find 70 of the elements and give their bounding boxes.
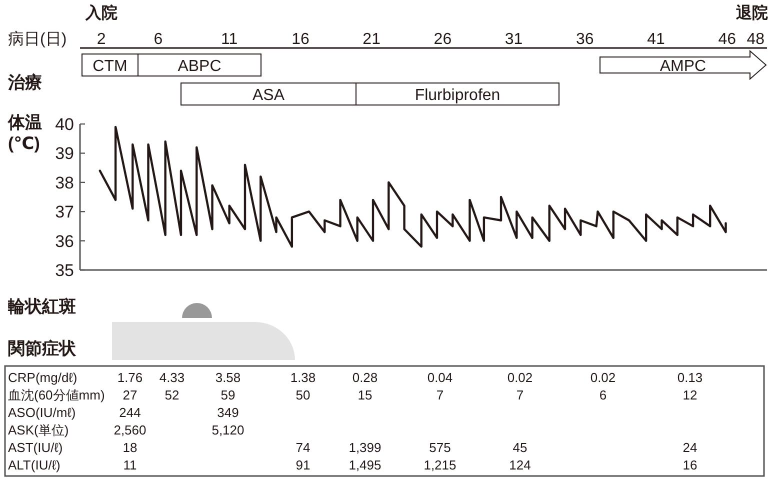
text: 24 [682, 440, 698, 455]
text: 7 [516, 388, 524, 402]
text: 12 [682, 388, 698, 402]
text: CTM [92, 58, 128, 75]
text: 50 [296, 388, 310, 402]
text: 0.02 [507, 370, 533, 385]
text: 1,215 [424, 458, 456, 472]
text: 18 [122, 440, 138, 455]
text: 91 [296, 458, 310, 472]
text: 74 [296, 440, 310, 455]
x-tick-label: 48 [746, 31, 765, 48]
text: 0.02 [590, 370, 616, 385]
x-tick-label: 6 [154, 31, 163, 48]
text: 血沈(60分値mm) [8, 388, 105, 402]
text: AMPC [660, 58, 706, 75]
y-tick-label: 40 [55, 115, 74, 134]
y-tick-label: 38 [55, 173, 74, 192]
x-tick-label: 46 [718, 31, 736, 48]
text: 1,399 [348, 440, 382, 455]
text: 関節症状 [8, 339, 77, 358]
text: 治療 [7, 73, 42, 92]
x-tick-label: 16 [292, 31, 310, 48]
text: 1.38 [290, 370, 316, 385]
x-axis-title: 病日(日) [8, 30, 67, 48]
text: 2,560 [114, 422, 146, 438]
text: 11 [123, 458, 137, 472]
text: 4.33 [159, 370, 185, 385]
text: Flurbiprofen [414, 87, 500, 104]
x-tick-label: 31 [504, 31, 523, 48]
text: 1.76 [117, 370, 143, 385]
text: 59 [220, 388, 236, 402]
text: 15 [358, 388, 372, 402]
text: CRP(mg/dℓ) [8, 370, 78, 385]
text: ASK(単位) [8, 422, 69, 438]
text: 入院 [84, 4, 118, 22]
text: 52 [164, 388, 180, 402]
text: 1,495 [348, 458, 382, 472]
y-axis-title: 体温(℃) [8, 112, 43, 154]
text: ASO(IU/mℓ) [8, 405, 76, 420]
text: 7 [436, 388, 444, 402]
text: AST(IU/ℓ) [8, 440, 63, 455]
text: 輪状紅斑 [7, 297, 76, 316]
line-series [98, 126, 727, 248]
x-tick-label: 26 [434, 31, 452, 48]
y-tick-label: 39 [55, 144, 74, 164]
text: 27 [122, 388, 138, 402]
text: 0.28 [352, 370, 378, 385]
text: 3.58 [215, 370, 241, 385]
y-tick-label: 36 [55, 232, 74, 251]
x-tick-label: 11 [221, 31, 238, 48]
x-tick-label: 21 [362, 31, 381, 48]
text: 0.04 [427, 370, 453, 385]
text: 45 [512, 440, 528, 455]
text: ASA [252, 87, 285, 104]
text: 349 [217, 405, 239, 420]
y-tick-label: 35 [55, 261, 74, 280]
text: 575 [429, 440, 451, 455]
text: 6 [599, 388, 607, 402]
x-tick-label: 2 [96, 31, 106, 48]
text: 124 [509, 458, 531, 472]
text: ABPC [178, 58, 222, 75]
text: 244 [119, 405, 141, 420]
y-tick-label: 37 [55, 202, 74, 222]
x-tick-label: 41 [647, 31, 666, 48]
text: 5,120 [212, 422, 244, 438]
text: 16 [682, 458, 698, 472]
text: ALT(IU/ℓ) [8, 458, 60, 472]
x-tick-label: 36 [576, 31, 594, 48]
text: 退院 [735, 4, 768, 22]
text: 0.13 [677, 370, 703, 385]
